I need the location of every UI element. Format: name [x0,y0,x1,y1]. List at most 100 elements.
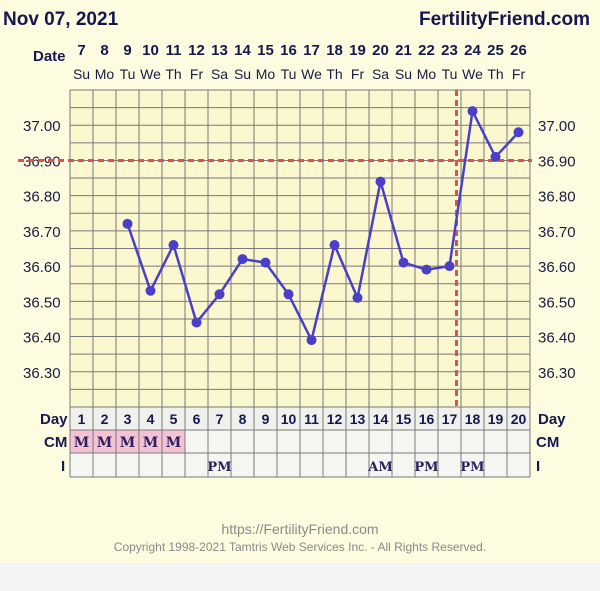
temperature-point-day-4[interactable] [145,285,156,296]
date-number: 9 [123,42,131,59]
date-number: 10 [142,42,159,59]
weekday-label: Su [234,66,251,82]
temperature-point-day-18[interactable] [467,106,478,117]
weekday-label: Mo [417,66,437,82]
weekday-label: We [140,66,161,82]
date-number: 26 [510,42,527,59]
cycle-day-number: 6 [193,411,201,427]
temperature-point-day-10[interactable] [283,289,294,300]
i-row-label: I [61,458,65,475]
weekday-label: Th [326,66,342,82]
date-number: 24 [464,42,481,59]
date-number: 15 [257,42,274,59]
day-row-label-right: Day [538,411,566,428]
cycle-day-number: 14 [373,411,389,427]
y-tick-left: 36.80 [23,189,61,206]
date-number: 7 [77,42,85,59]
temperature-point-day-3[interactable] [122,218,133,229]
temperature-point-day-9[interactable] [260,257,271,268]
footer-copyright: Copyright 1998-2021 Tamtris Web Services… [113,540,487,554]
temperature-point-day-8[interactable] [237,254,248,265]
weekday-label: Th [165,66,181,82]
weekday-label: Fr [512,66,526,82]
date-number: 21 [395,42,412,59]
temperature-point-day-5[interactable] [168,239,179,250]
cm-cell [162,430,185,453]
y-tick-left: 36.30 [23,365,61,382]
date-number: 18 [326,42,343,59]
weekday-label: Fr [190,66,204,82]
y-tick-left: 37.00 [23,118,61,135]
bbt-chart: 37.0037.0036.9036.9036.8036.8036.7036.70… [18,42,576,478]
y-tick-left: 36.60 [23,259,61,276]
cm-entry: M [166,435,182,451]
date-number: 14 [234,42,251,59]
cm-entry: M [143,435,159,451]
cm-row-label: CM [44,434,67,451]
weekday-label: Th [487,66,503,82]
weekday-label: Sa [372,66,389,82]
temperature-point-day-11[interactable] [306,335,317,346]
temperature-point-day-16[interactable] [421,264,432,275]
y-tick-right: 36.90 [538,153,576,170]
cycle-day-number: 2 [101,411,109,427]
y-tick-right: 36.50 [538,294,576,311]
weekday-label: Sa [211,66,228,82]
cycle-day-number: 20 [511,411,527,427]
footer-url[interactable]: https://FertilityFriend.com [221,521,379,537]
weekday-label: Tu [120,66,136,82]
intercourse-entry: PM [460,460,484,475]
date-number: 12 [188,42,205,59]
temperature-point-day-12[interactable] [329,239,340,250]
bottom-strip [0,563,600,591]
chart-date: Nov 07, 2021 [3,9,119,30]
y-tick-right: 36.80 [538,189,576,206]
cm-row-label-right: CM [536,434,559,451]
cycle-day-number: 10 [281,411,297,427]
day-row-label: Day [40,411,68,428]
y-tick-right: 37.00 [538,118,576,135]
y-tick-right: 36.40 [538,330,576,347]
date-row-label: Date [33,48,66,65]
cycle-day-number: 18 [465,411,481,427]
y-tick-right: 36.30 [538,365,576,382]
y-tick-right: 36.60 [538,259,576,276]
cycle-day-number: 13 [350,411,366,427]
cycle-day-number: 4 [147,411,155,427]
temperature-point-day-19[interactable] [490,151,501,162]
cycle-day-number: 17 [442,411,458,427]
intercourse-entry: PM [414,460,438,475]
temperature-point-day-17[interactable] [444,261,455,272]
weekday-label: Su [395,66,412,82]
y-tick-left: 36.70 [23,224,61,241]
temperature-point-day-20[interactable] [513,127,524,138]
cycle-day-number: 3 [124,411,132,427]
i-row-label-right: I [536,458,540,475]
temperature-point-day-14[interactable] [375,176,386,187]
temperature-point-day-13[interactable] [352,292,363,303]
brand-name[interactable]: FertilityFriend.com [418,9,590,30]
date-number: 23 [441,42,458,59]
weekday-label: Su [73,66,90,82]
temperature-point-day-6[interactable] [191,317,202,328]
y-tick-right: 36.70 [538,224,576,241]
temperature-point-day-15[interactable] [398,257,409,268]
date-number: 19 [349,42,366,59]
intercourse-entry: AM [367,460,392,475]
weekday-label: Fr [351,66,365,82]
cm-entry: M [97,435,113,451]
cm-cell [70,430,93,453]
cycle-day-number: 1 [78,411,86,427]
date-number: 25 [487,42,504,59]
date-number: 16 [280,42,297,59]
temperature-line [126,109,520,342]
cycle-day-number: 11 [304,411,319,427]
intercourse-entry: PM [207,460,231,475]
cm-cell [93,430,116,453]
cycle-day-number: 12 [327,411,343,427]
date-number: 11 [166,42,182,59]
weekday-label: We [462,66,483,82]
weekday-label: Mo [256,66,276,82]
weekday-label: Mo [95,66,115,82]
temperature-point-day-7[interactable] [214,289,225,300]
